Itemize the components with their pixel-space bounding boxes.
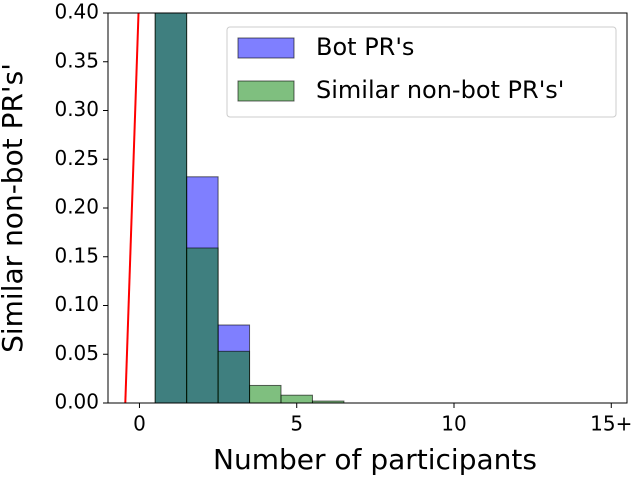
legend-swatch (237, 37, 295, 59)
x-tick-label: 0 (133, 412, 146, 436)
legend-label: Similar non-bot PR's' (316, 76, 564, 104)
y-tick-label: 0.25 (54, 146, 99, 170)
bar (249, 384, 282, 403)
plot-area (124, 13, 345, 403)
legend-label: Bot PR's (316, 33, 414, 61)
y-tick-label: 0.00 (54, 390, 99, 414)
y-tick-label: 0.10 (54, 292, 99, 316)
bar (280, 394, 313, 403)
y-axis-label: Similar non-bot PR's' (0, 63, 29, 353)
bar (217, 350, 251, 403)
y-tick-label: 0.05 (54, 341, 99, 365)
x-tick-label: 5 (290, 412, 303, 436)
red-line (124, 13, 140, 403)
bar (186, 247, 219, 403)
x-axis-label: Number of participants (213, 443, 537, 476)
y-tick-label: 0.15 (54, 243, 99, 267)
x-tick-label: 10 (441, 412, 466, 436)
x-tick-label: 15+ (590, 412, 632, 436)
bar (154, 13, 188, 403)
y-tick-label: 0.35 (54, 48, 99, 72)
legend-swatch (237, 80, 295, 102)
legend-box (226, 26, 617, 118)
y-tick-label: 0.30 (54, 97, 99, 121)
y-tick-label: 0.20 (54, 195, 99, 219)
y-tick-label: 0.40 (54, 0, 99, 24)
